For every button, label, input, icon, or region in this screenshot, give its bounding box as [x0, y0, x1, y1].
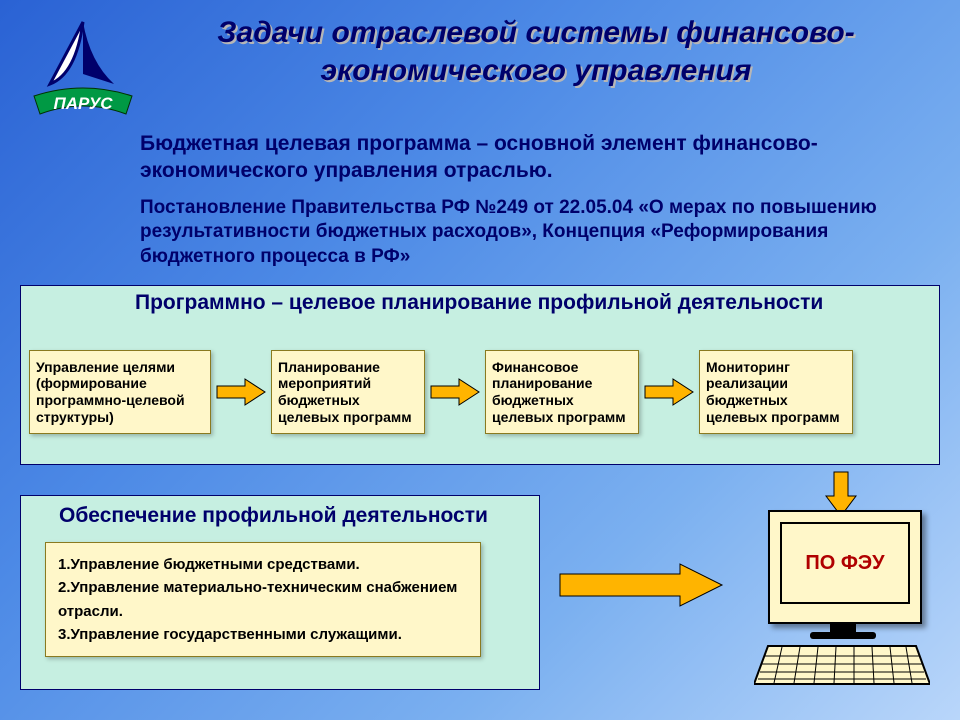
- keyboard-icon: [754, 644, 930, 686]
- list-item: 3.Управление государственными служащими.: [58, 623, 468, 646]
- brand-text: ПАРУС: [54, 94, 114, 113]
- panel-support: Обеспечение профильной деятельности 1.Уп…: [20, 495, 540, 690]
- computer-icon: ПО ФЭУ: [750, 510, 925, 690]
- screen-label: ПО ФЭУ: [780, 522, 910, 604]
- list-item: 2.Управление материально-техническим сна…: [58, 576, 468, 623]
- arrow-right-icon: [643, 377, 695, 407]
- panel-support-title: Обеспечение профильной деятельности: [59, 504, 488, 528]
- flow-row: Управление целями (формирование программ…: [29, 328, 931, 456]
- flow-node: Финансовое планирование бюджетных целевы…: [485, 350, 639, 434]
- monitor-stand: [830, 622, 856, 632]
- monitor: ПО ФЭУ: [768, 510, 922, 624]
- arrow-right-big-icon: [556, 560, 726, 615]
- brand-logo: ПАРУС: [28, 18, 138, 128]
- slide-subtext: Постановление Правительства РФ №249 от 2…: [140, 196, 900, 269]
- slide-subtitle: Бюджетная целевая программа – основной э…: [140, 130, 900, 185]
- arrow-right-icon: [429, 377, 481, 407]
- panel-support-list: 1.Управление бюджетными средствами. 2.Уп…: [45, 542, 481, 657]
- monitor-base: [810, 632, 876, 639]
- panel-planning-title: Программно – целевое планирование профил…: [135, 291, 823, 315]
- slide: ПАРУС Задачи отраслевой системы финансов…: [0, 0, 960, 720]
- flow-node: Планирование мероприятий бюджетных целев…: [271, 350, 425, 434]
- list-item: 1.Управление бюджетными средствами.: [58, 553, 468, 576]
- slide-title: Задачи отраслевой системы финансово-экон…: [140, 14, 932, 89]
- flow-node: Управление целями (формирование программ…: [29, 350, 211, 434]
- arrow-right-icon: [215, 377, 267, 407]
- flow-node: Мониторинг реализации бюджетных целевых …: [699, 350, 853, 434]
- panel-planning: Программно – целевое планирование профил…: [20, 285, 940, 465]
